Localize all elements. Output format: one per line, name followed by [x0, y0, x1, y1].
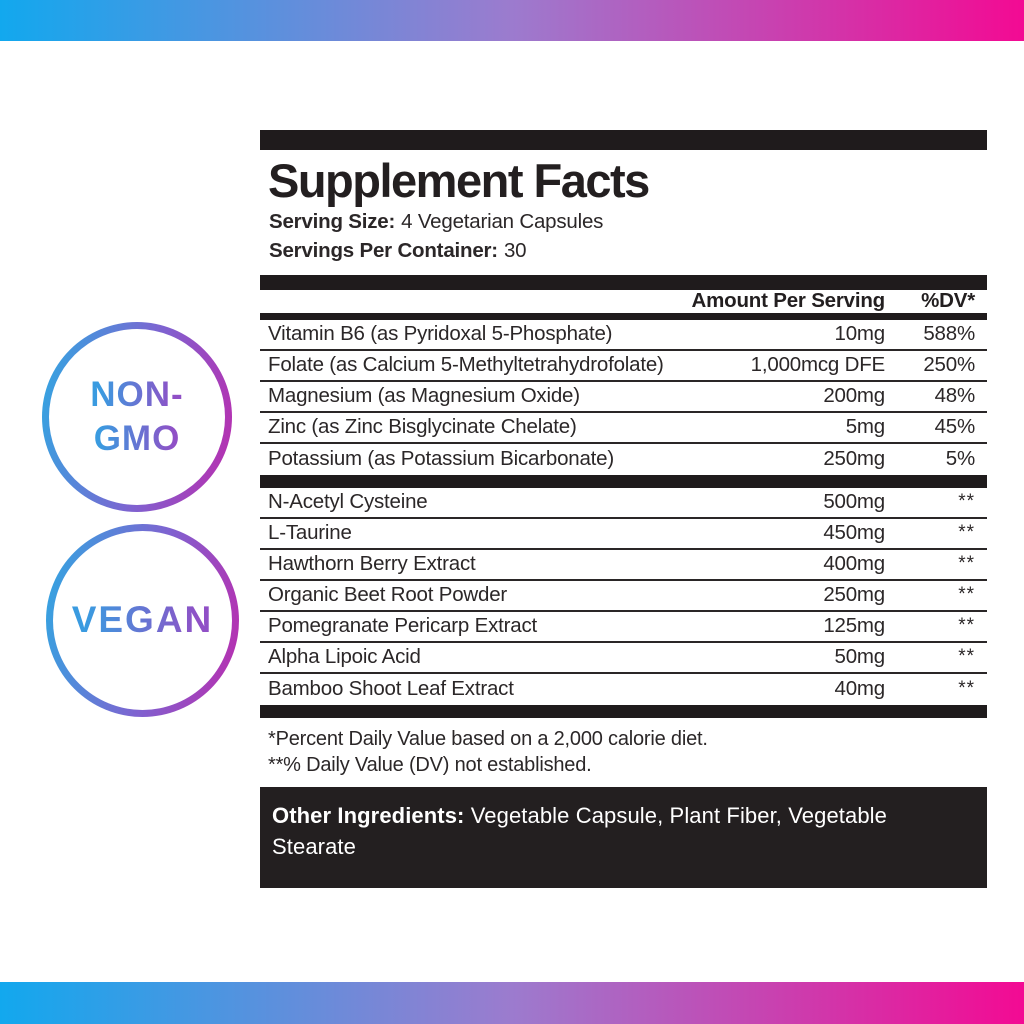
non-gmo-line2: GMO: [93, 419, 181, 458]
ingredient-dv: 250%: [923, 353, 975, 377]
ingredient-row: Alpha Lipoic Acid 50mg **: [260, 643, 987, 674]
ingredient-dv: **: [958, 491, 975, 513]
ingredient-amount: 1,000mcg DFE: [750, 353, 886, 377]
panel-top-bar: [260, 130, 987, 150]
footnote-divider-bar: [260, 704, 987, 718]
ingredient-dv: 45%: [934, 415, 976, 439]
ingredient-row: Magnesium (as Magnesium Oxide) 200mg 48%: [260, 382, 987, 413]
ingredient-name: Magnesium (as Magnesium Oxide): [268, 384, 580, 408]
serving-size-line: Serving Size: 4 Vegetarian Capsules: [260, 209, 987, 238]
ingredient-dv: **: [958, 584, 975, 606]
serving-size-value: 4 Vegetarian Capsules: [401, 209, 604, 233]
ingredient-dv: 5%: [945, 447, 975, 471]
ingredient-row: Bamboo Shoot Leaf Extract 40mg **: [260, 674, 987, 705]
ingredient-name: Organic Beet Root Powder: [268, 583, 508, 607]
ingredient-amount: 250mg: [823, 583, 885, 607]
ingredient-amount: 40mg: [834, 677, 886, 701]
ingredient-name: Vitamin B6 (as Pyridoxal 5-Phosphate): [268, 322, 613, 346]
ingredient-amount: 500mg: [823, 490, 885, 514]
dv-header: %DV*: [921, 289, 975, 313]
top-gradient-bar: [0, 0, 1024, 41]
ingredient-amount: 250mg: [823, 447, 885, 471]
section-divider-bar: [260, 474, 987, 488]
non-gmo-badge-label: NON- GMO: [90, 373, 183, 461]
other-ingredients-value: Vegetable Capsule, Plant Fiber, Vegetabl…: [272, 802, 888, 859]
ingredient-row: Pomegranate Pericarp Extract 125mg **: [260, 612, 987, 643]
ingredient-amount: 200mg: [823, 384, 885, 408]
table-header-row: Amount Per Serving %DV*: [260, 289, 987, 313]
footnote-daily-value: *Percent Daily Value based on a 2,000 ca…: [268, 727, 708, 750]
ingredient-name: L-Taurine: [268, 521, 352, 545]
ingredient-name: Hawthorn Berry Extract: [268, 552, 476, 576]
ingredient-dv: **: [958, 678, 975, 700]
ingredient-row: Hawthorn Berry Extract 400mg **: [260, 550, 987, 581]
ingredient-name: Bamboo Shoot Leaf Extract: [268, 677, 514, 701]
ingredient-dv: 588%: [923, 322, 975, 346]
other-ingredients-label: Other Ingredients:: [272, 802, 465, 828]
ingredient-dv: **: [958, 615, 975, 637]
ingredient-row: N-Acetyl Cysteine 500mg **: [260, 488, 987, 519]
vegan-badge-inner: VEGAN: [53, 531, 232, 710]
ingredient-name: Pomegranate Pericarp Extract: [268, 614, 537, 638]
non-gmo-line1: NON-: [90, 375, 184, 415]
ingredient-row: Folate (as Calcium 5-Methyltetrahydrofol…: [260, 351, 987, 382]
ingredient-row: L-Taurine 450mg **: [260, 519, 987, 550]
ingredient-dv: **: [958, 553, 975, 575]
other-actives-rows: N-Acetyl Cysteine 500mg ** L-Taurine 450…: [260, 488, 987, 705]
ingredient-amount: 5mg: [845, 415, 885, 439]
ingredient-row: Zinc (as Zinc Bisglycinate Chelate) 5mg …: [260, 413, 987, 444]
supplement-facts-panel: Supplement Facts Serving Size: 4 Vegetari…: [260, 130, 987, 888]
amount-per-serving-header: Amount Per Serving: [691, 289, 886, 313]
ingredient-name: Folate (as Calcium 5-Methyltetrahydrofol…: [268, 353, 664, 377]
footnote-dv-not-established: **% Daily Value (DV) not established.: [268, 753, 592, 776]
ingredient-amount: 50mg: [834, 645, 886, 669]
ingredient-amount: 125mg: [823, 614, 885, 638]
header-underline-bar: [260, 312, 987, 320]
ingredient-row: Potassium (as Potassium Bicarbonate) 250…: [260, 444, 987, 475]
vegan-badge-label: VEGAN: [72, 597, 214, 643]
ingredient-amount: 10mg: [834, 322, 886, 346]
ingredient-name: Zinc (as Zinc Bisglycinate Chelate): [268, 415, 577, 439]
servings-per-container-label: Servings Per Container:: [269, 238, 498, 262]
serving-size-label: Serving Size:: [269, 209, 396, 233]
ingredient-dv: **: [958, 646, 975, 668]
ingredient-dv: **: [958, 522, 975, 544]
non-gmo-badge-inner: NON- GMO: [49, 329, 225, 505]
panel-divider-thick: [260, 274, 987, 290]
vitamins-minerals-rows: Vitamin B6 (as Pyridoxal 5-Phosphate) 10…: [260, 320, 987, 475]
ingredient-name: Alpha Lipoic Acid: [268, 645, 421, 669]
ingredient-row: Vitamin B6 (as Pyridoxal 5-Phosphate) 10…: [260, 320, 987, 351]
ingredient-name: N-Acetyl Cysteine: [268, 490, 428, 514]
non-gmo-badge: NON- GMO: [42, 322, 232, 512]
ingredient-row: Organic Beet Root Powder 250mg **: [260, 581, 987, 612]
ingredient-name: Potassium (as Potassium Bicarbonate): [268, 447, 615, 471]
ingredient-dv: 48%: [934, 384, 976, 408]
other-ingredients-box: Other Ingredients: Vegetable Capsule, Pl…: [260, 786, 987, 888]
ingredient-amount: 450mg: [823, 521, 885, 545]
ingredient-amount: 400mg: [823, 552, 885, 576]
servings-per-container-line: Servings Per Container: 30: [260, 238, 987, 267]
vegan-badge: VEGAN: [46, 524, 239, 717]
panel-title: Supplement Facts: [268, 154, 650, 207]
servings-per-container-value: 30: [503, 238, 527, 262]
bottom-gradient-bar: [0, 982, 1024, 1024]
footnotes: *Percent Daily Value based on a 2,000 ca…: [260, 718, 987, 787]
